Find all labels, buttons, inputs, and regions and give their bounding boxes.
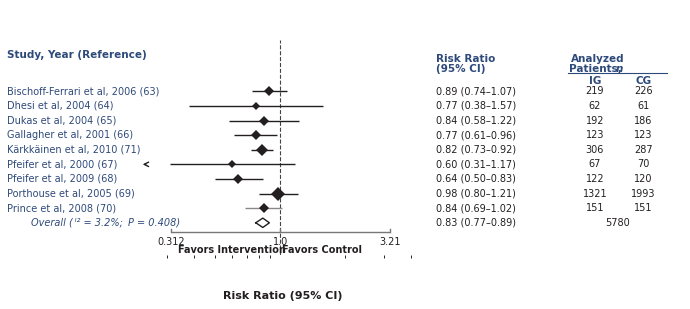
Text: 0.312: 0.312 (157, 237, 185, 248)
Text: 186: 186 (634, 116, 652, 125)
Text: 1321: 1321 (582, 188, 607, 199)
Text: 226: 226 (634, 86, 652, 96)
Text: 0.89 (0.74–1.07): 0.89 (0.74–1.07) (436, 86, 516, 96)
Text: Dhesi et al, 2004 (64): Dhesi et al, 2004 (64) (7, 101, 113, 111)
Text: Risk Ratio (95% CI): Risk Ratio (95% CI) (223, 291, 343, 301)
Text: n: n (616, 64, 624, 74)
Text: Analyzed: Analyzed (571, 54, 625, 64)
Text: 120: 120 (634, 174, 652, 184)
Text: 0.83 (0.77–0.89): 0.83 (0.77–0.89) (436, 218, 516, 228)
Text: 0.64 (0.50–0.83): 0.64 (0.50–0.83) (436, 174, 516, 184)
Text: 0.77 (0.61–0.96): 0.77 (0.61–0.96) (436, 130, 516, 140)
Text: 287: 287 (634, 145, 652, 155)
Text: Favors Intervention: Favors Intervention (179, 245, 286, 255)
Text: 70: 70 (637, 159, 649, 169)
Text: 3.21: 3.21 (380, 237, 401, 248)
Text: CG: CG (635, 76, 651, 86)
Text: IG: IG (589, 76, 601, 86)
Polygon shape (256, 218, 269, 227)
Text: 62: 62 (589, 101, 601, 111)
Text: Patients,: Patients, (569, 64, 626, 74)
Text: 61: 61 (637, 101, 649, 111)
Text: Overall ( ᴵ² = 3.2%;  P = 0.408): Overall ( ᴵ² = 3.2%; P = 0.408) (31, 218, 180, 228)
Text: Pfeifer et al, 2000 (67): Pfeifer et al, 2000 (67) (7, 159, 117, 169)
Text: 0.77 (0.38–1.57): 0.77 (0.38–1.57) (436, 101, 516, 111)
Text: Kärkkäinen et al, 2010 (71): Kärkkäinen et al, 2010 (71) (7, 145, 140, 155)
Text: 0.82 (0.73–0.92): 0.82 (0.73–0.92) (436, 145, 516, 155)
Text: 1993: 1993 (631, 188, 655, 199)
Text: 219: 219 (586, 86, 604, 96)
Text: Favors Control: Favors Control (282, 245, 362, 255)
Text: 123: 123 (586, 130, 604, 140)
Text: 5780: 5780 (605, 218, 630, 228)
Text: 0.84 (0.58–1.22): 0.84 (0.58–1.22) (436, 116, 516, 125)
Text: Risk Ratio: Risk Ratio (436, 54, 495, 64)
Text: Study, Year (Reference): Study, Year (Reference) (7, 50, 147, 60)
Text: Prince et al, 2008 (70): Prince et al, 2008 (70) (7, 203, 116, 213)
Text: 192: 192 (586, 116, 604, 125)
Text: Porthouse et al, 2005 (69): Porthouse et al, 2005 (69) (7, 188, 135, 199)
Text: 123: 123 (634, 130, 652, 140)
Text: Bischoff-Ferrari et al, 2006 (63): Bischoff-Ferrari et al, 2006 (63) (7, 86, 159, 96)
Text: 0.60 (0.31–1.17): 0.60 (0.31–1.17) (436, 159, 516, 169)
Text: 0.84 (0.69–1.02): 0.84 (0.69–1.02) (436, 203, 516, 213)
Text: Pfeifer et al, 2009 (68): Pfeifer et al, 2009 (68) (7, 174, 117, 184)
Text: 1.0: 1.0 (273, 237, 288, 248)
Text: Gallagher et al, 2001 (66): Gallagher et al, 2001 (66) (7, 130, 133, 140)
Text: (95% CI): (95% CI) (436, 64, 486, 74)
Text: 67: 67 (589, 159, 601, 169)
Text: 151: 151 (634, 203, 652, 213)
Text: 0.98 (0.80–1.21): 0.98 (0.80–1.21) (436, 188, 516, 199)
Text: 306: 306 (586, 145, 604, 155)
Text: Dukas et al, 2004 (65): Dukas et al, 2004 (65) (7, 116, 117, 125)
Text: 122: 122 (586, 174, 604, 184)
Text: 151: 151 (586, 203, 604, 213)
